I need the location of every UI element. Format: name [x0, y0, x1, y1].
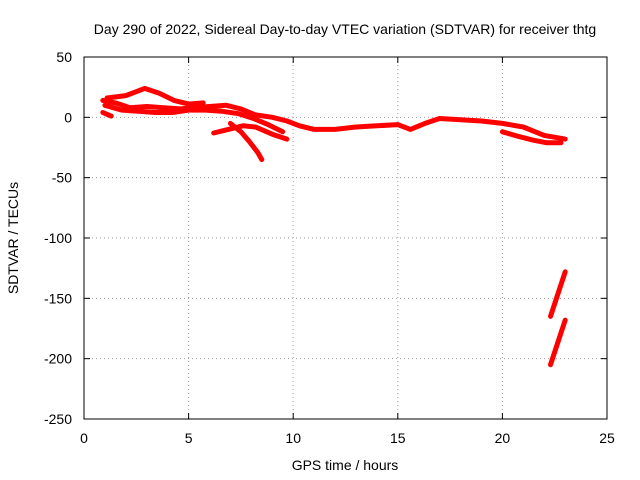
x-tick-label: 5	[185, 430, 193, 446]
series-line-outlier-1	[548, 269, 568, 319]
series-line-main-band-b	[102, 102, 286, 135]
y-tick-label: 50	[56, 49, 72, 65]
series-line-outlier-2	[548, 317, 568, 368]
x-tick-label: 25	[599, 430, 615, 446]
y-tick-label: -200	[44, 351, 72, 367]
series-line-early-fragment	[100, 110, 114, 119]
chart-title: Day 290 of 2022, Sidereal Day-to-day VTE…	[94, 21, 596, 37]
y-tick-label: -150	[44, 290, 72, 306]
series-line-main-band-a	[100, 97, 568, 142]
x-tick-label: 0	[80, 430, 88, 446]
x-tick-label: 15	[390, 430, 406, 446]
y-axis-label: SDTVAR / TECUs	[5, 182, 21, 294]
y-tick-label: -100	[44, 230, 72, 246]
series-line-late-band	[499, 129, 564, 146]
y-tick-label: -50	[52, 170, 72, 186]
y-tick-label: -250	[44, 411, 72, 427]
x-tick-label: 20	[495, 430, 511, 446]
y-tick-label: 0	[64, 109, 72, 125]
series-line-lower-branch-2	[227, 120, 265, 163]
x-tick-label: 10	[285, 430, 301, 446]
x-axis-label: GPS time / hours	[292, 457, 399, 473]
series-line-upper-arc	[104, 85, 206, 107]
series-line-lower-branch-1	[211, 123, 290, 142]
